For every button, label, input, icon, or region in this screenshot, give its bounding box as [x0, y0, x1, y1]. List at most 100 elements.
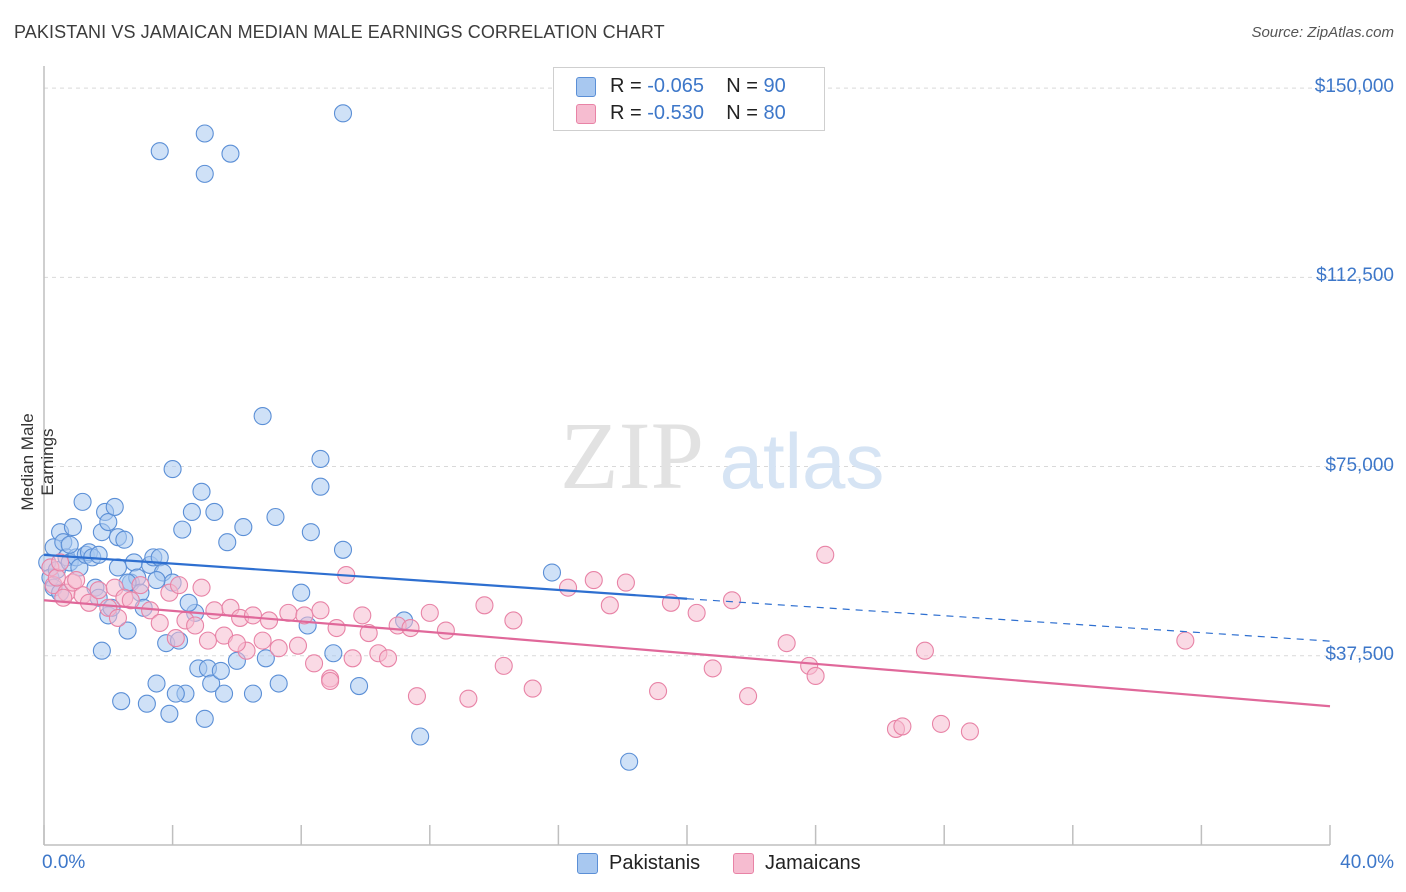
n-value: 80 [763, 102, 786, 124]
pakistanis-point [99, 513, 118, 532]
pakistanis-point [243, 684, 263, 703]
jamaicans-point [166, 629, 185, 648]
pakistanis-point [195, 164, 214, 183]
pakistanis-point [221, 144, 240, 163]
jamaicans-point [205, 601, 224, 620]
r-value: -0.530 [647, 102, 704, 124]
pakistanis-point [60, 535, 79, 554]
pakistanis-point [118, 621, 137, 640]
jamaicans-point [960, 722, 979, 741]
pakistanis-points [38, 104, 639, 771]
jamaicans-point [47, 568, 66, 587]
watermark-atlas: atlas [720, 417, 885, 505]
jamaicans-point [343, 649, 362, 668]
jamaicans-point [494, 656, 513, 675]
pakistanis-point [73, 492, 92, 511]
jamaicans-legend-swatch [733, 853, 754, 874]
n-value: 90 [763, 75, 786, 97]
jamaicans-point [327, 618, 346, 638]
jamaicans-point [131, 576, 150, 595]
jamaicans-point [288, 636, 308, 655]
pakistanis-point [311, 449, 330, 469]
jamaicans-point [186, 616, 205, 635]
pakistanis-swatch [576, 77, 596, 97]
jamaicans-point [401, 618, 420, 638]
pakistanis-point [108, 558, 127, 577]
pakistanis-point [266, 507, 285, 527]
jamaicans-point [1176, 631, 1195, 650]
pakistanis-point [173, 520, 192, 539]
pakistanis-point [205, 502, 224, 522]
jamaicans-point [121, 591, 140, 610]
jamaicans-points [41, 545, 1195, 741]
axes [43, 66, 1331, 846]
jamaicans-point [806, 666, 825, 686]
watermark-zip: ZIP [560, 402, 704, 509]
pakistanis-point [333, 540, 353, 559]
pakistanis-point [182, 502, 201, 522]
jamaicans-point [311, 601, 330, 620]
pakistanis-point [292, 583, 311, 602]
jamaicans-point [359, 624, 378, 643]
pakistanis-point [147, 571, 166, 590]
jamaicans-point [420, 603, 439, 622]
y-tick-label: $112,500 [1316, 265, 1394, 287]
pakistanis-point [301, 523, 320, 542]
jamaicans-point [253, 631, 272, 650]
jamaicans-point [436, 621, 455, 640]
x-tick-label-max: 40.0% [1340, 852, 1394, 873]
r-label: R = [610, 102, 642, 124]
pakistanis-point [333, 104, 353, 123]
pakistanis-point [195, 709, 214, 728]
chart-title: PAKISTANI VS JAMAICAN MEDIAN MALE EARNIN… [14, 22, 665, 42]
jamaicans-point [703, 659, 722, 678]
pakistanis-point [166, 684, 185, 703]
jamaicans-point [321, 671, 340, 691]
pakistanis-point [160, 704, 179, 723]
trend-lines [43, 553, 1331, 708]
pakistanis-point [105, 497, 124, 516]
jamaicans-point [931, 714, 951, 733]
pakistanis-point [269, 674, 288, 693]
jamaicans-point [67, 571, 86, 590]
pakistanis-point [137, 694, 156, 713]
r-label: R = [610, 75, 642, 97]
jamaicans-point [816, 545, 835, 564]
pakistanis-point [192, 482, 211, 501]
gridlines [44, 87, 1394, 657]
jamaicans-point [227, 634, 246, 653]
jamaicans-legend-label: Jamaicans [765, 852, 861, 874]
jamaicans-point [89, 581, 108, 600]
pakistanis-point [150, 142, 169, 161]
jamaicans-point [192, 578, 211, 597]
pakistanis-point [115, 530, 134, 549]
pakistanis-point [92, 641, 111, 660]
jamaicans-point [259, 611, 279, 630]
pakistanis-point [253, 407, 272, 426]
jamaicans-trend-line [43, 599, 1331, 708]
pakistanis-legend-label: Pakistanis [609, 852, 701, 874]
n-label: N = [726, 75, 758, 97]
jamaicans-point [54, 588, 73, 607]
pakistanis-point [234, 518, 253, 537]
x-tick-label-min: 0.0% [42, 852, 86, 873]
correlation-legend: R = -0.065 N = 90 R = -0.530 N = 80 [553, 67, 825, 131]
jamaicans-point [459, 689, 478, 708]
jamaicans-point [475, 596, 494, 615]
y-axis-label: Median Male Earnings [18, 413, 57, 511]
jamaicans-point [198, 631, 218, 650]
pakistanis-point [311, 477, 330, 496]
y-tick-label: $37,500 [1325, 643, 1394, 665]
pakistanis-point [211, 661, 230, 680]
pakistanis-point [411, 727, 430, 746]
jamaicans-point [722, 591, 742, 610]
jamaicans-point [407, 687, 426, 706]
pakistanis-trend-line [43, 553, 688, 600]
jamaicans-swatch [576, 104, 596, 124]
pakistanis-point [350, 676, 369, 696]
jamaicans-point [51, 553, 70, 572]
pakistanis-point [63, 518, 82, 537]
jamaicans-point [169, 576, 189, 595]
jamaicans-point [777, 634, 796, 653]
